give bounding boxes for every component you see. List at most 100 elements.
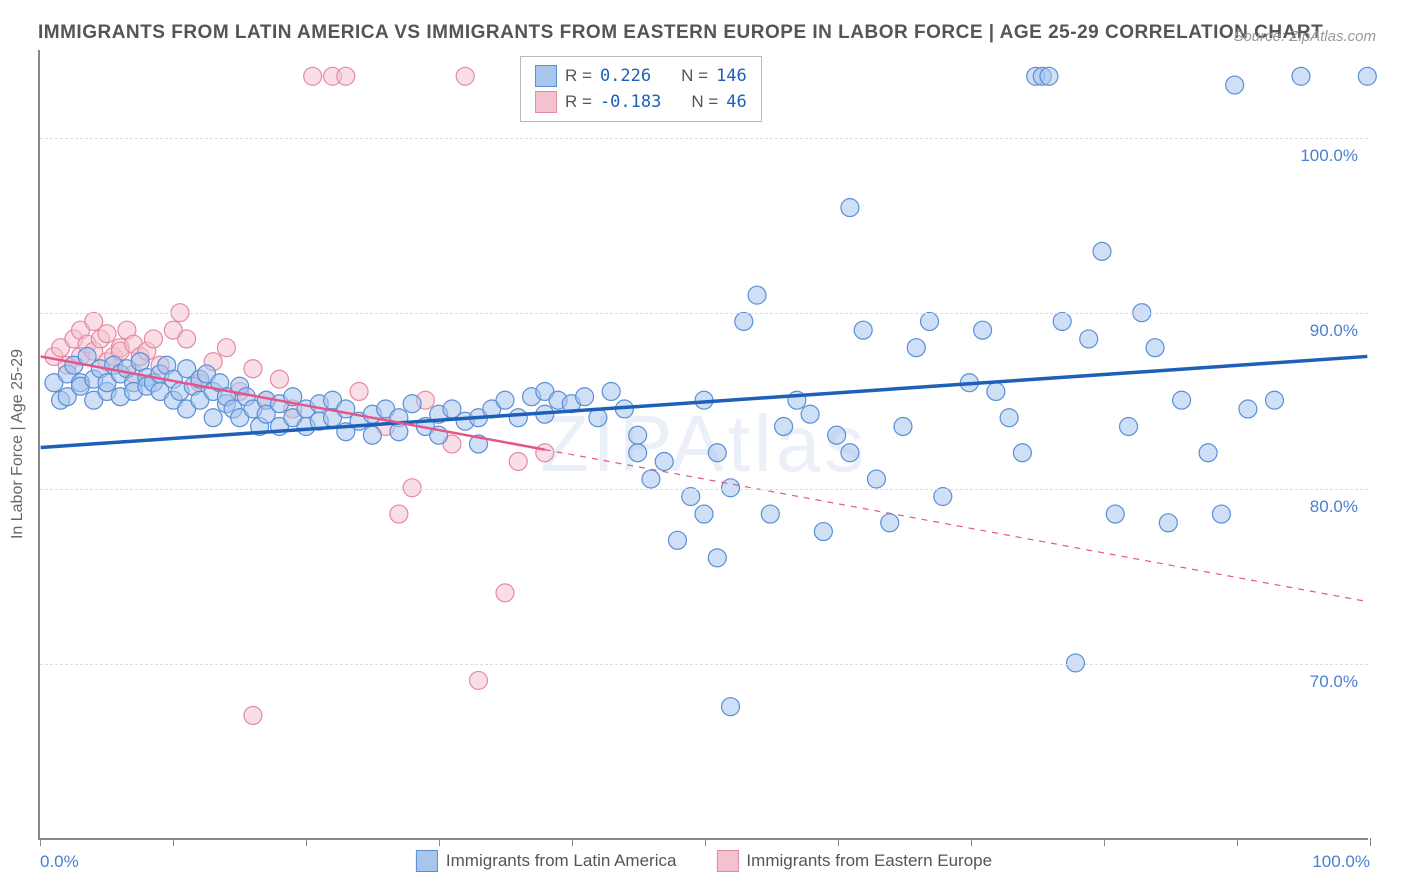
data-point	[144, 330, 162, 348]
data-point	[1000, 409, 1018, 427]
r-label-2: R =	[565, 89, 592, 115]
data-point	[655, 453, 673, 471]
data-point	[576, 388, 594, 406]
data-point	[708, 444, 726, 462]
data-point	[921, 312, 939, 330]
data-point	[629, 426, 647, 444]
data-point	[1239, 400, 1257, 418]
data-point	[337, 67, 355, 85]
data-point	[1040, 67, 1058, 85]
n-label: N =	[681, 63, 708, 89]
data-point	[589, 409, 607, 427]
stats-row-eastern: R = -0.183 N = 46	[535, 89, 747, 115]
gridline	[40, 138, 1368, 139]
data-point	[814, 523, 832, 541]
data-point	[509, 453, 527, 471]
data-point	[217, 339, 235, 357]
x-tick	[1237, 838, 1238, 846]
r-value-eastern: -0.183	[600, 89, 661, 115]
data-point	[695, 505, 713, 523]
data-point	[244, 360, 262, 378]
legend-label-eastern: Immigrants from Eastern Europe	[746, 851, 992, 871]
chart-title: IMMIGRANTS FROM LATIN AMERICA VS IMMIGRA…	[38, 22, 1323, 44]
data-point	[390, 423, 408, 441]
data-point	[496, 391, 514, 409]
data-point	[1212, 505, 1230, 523]
data-point	[403, 395, 421, 413]
x-tick-label: 100.0%	[1312, 852, 1370, 872]
data-point	[761, 505, 779, 523]
data-point	[1159, 514, 1177, 532]
data-point	[682, 488, 700, 506]
swatch-latin-2	[416, 850, 438, 872]
data-point	[536, 444, 554, 462]
data-point	[854, 321, 872, 339]
data-point	[987, 382, 1005, 400]
y-tick-label: 80.0%	[1310, 497, 1358, 517]
trend-line-dashed	[545, 450, 1368, 602]
data-point	[204, 409, 222, 427]
source-label: Source: ZipAtlas.com	[1233, 28, 1376, 45]
data-point	[1226, 76, 1244, 94]
data-point	[1120, 418, 1138, 436]
gridline	[40, 313, 1368, 314]
n-value-eastern: 46	[726, 89, 746, 115]
data-point	[775, 418, 793, 436]
stats-legend: R = 0.226 N = 146 R = -0.183 N = 46	[520, 56, 762, 122]
data-point	[304, 67, 322, 85]
data-point	[1146, 339, 1164, 357]
swatch-eastern	[535, 91, 557, 113]
r-label: R =	[565, 63, 592, 89]
x-tick	[705, 838, 706, 846]
data-point	[1080, 330, 1098, 348]
x-tick	[971, 838, 972, 846]
data-point	[496, 584, 514, 602]
data-point	[469, 671, 487, 689]
data-point	[98, 325, 116, 343]
plot-area: In Labor Force | Age 25-29 ZIPAtlas R = …	[38, 50, 1368, 840]
data-point	[390, 505, 408, 523]
data-point	[642, 470, 660, 488]
data-point	[1173, 391, 1191, 409]
legend-item-eastern: Immigrants from Eastern Europe	[716, 850, 992, 872]
series-legend: Immigrants from Latin America Immigrants…	[416, 850, 992, 872]
data-point	[403, 479, 421, 497]
y-tick-label: 100.0%	[1300, 146, 1358, 166]
data-point	[1106, 505, 1124, 523]
gridline	[40, 664, 1368, 665]
data-point	[801, 405, 819, 423]
data-point	[271, 370, 289, 388]
legend-item-latin: Immigrants from Latin America	[416, 850, 677, 872]
gridline	[40, 489, 1368, 490]
scatter-svg	[40, 50, 1368, 838]
data-point	[509, 409, 527, 427]
data-point	[1066, 654, 1084, 672]
data-point	[735, 312, 753, 330]
y-axis-label: In Labor Force | Age 25-29	[9, 349, 27, 539]
data-point	[1013, 444, 1031, 462]
data-point	[934, 488, 952, 506]
r-value-latin: 0.226	[600, 63, 651, 89]
data-point	[1358, 67, 1376, 85]
x-tick	[572, 838, 573, 846]
data-point	[456, 67, 474, 85]
x-tick	[40, 838, 41, 846]
data-point	[828, 426, 846, 444]
data-point	[1292, 67, 1310, 85]
y-tick-label: 70.0%	[1310, 672, 1358, 692]
data-point	[722, 698, 740, 716]
data-point	[1093, 242, 1111, 260]
data-point	[602, 382, 620, 400]
data-point	[748, 286, 766, 304]
data-point	[244, 706, 262, 724]
data-point	[1053, 312, 1071, 330]
swatch-latin	[535, 65, 557, 87]
data-point	[363, 426, 381, 444]
x-tick	[838, 838, 839, 846]
x-tick	[173, 838, 174, 846]
data-point	[668, 531, 686, 549]
x-tick	[1370, 838, 1371, 846]
data-point	[708, 549, 726, 567]
data-point	[841, 199, 859, 217]
x-tick	[439, 838, 440, 846]
